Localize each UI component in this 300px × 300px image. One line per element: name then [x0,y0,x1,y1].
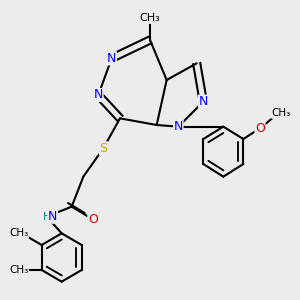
Text: N: N [48,210,57,223]
Text: CH₃: CH₃ [9,228,28,238]
Text: CH₃: CH₃ [9,265,28,275]
Text: N: N [107,52,116,65]
Text: CH₃: CH₃ [140,13,160,23]
Text: H: H [43,212,51,222]
Text: N: N [174,120,183,133]
Text: CH₃: CH₃ [272,108,291,118]
Text: O: O [255,122,265,135]
Text: S: S [99,142,107,155]
Text: O: O [88,213,98,226]
Text: N: N [94,88,103,101]
Text: N: N [199,95,208,108]
